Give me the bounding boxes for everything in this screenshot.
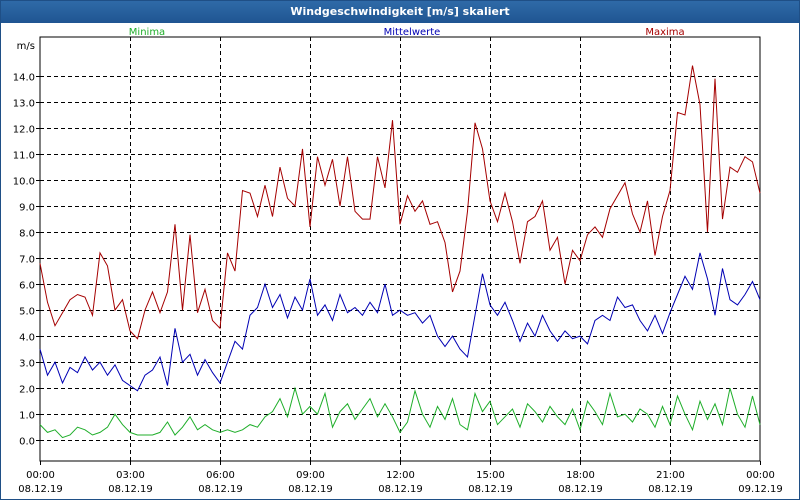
wind-speed-chart: 0.0 1.0 2.0 3.0 4.0 5.0 6.0 7.0 8.0 9.0 10.0 11.0 12… (13, 27, 783, 495)
y-axis-unit: m/s (17, 41, 35, 52)
y-tick-label: 1.0 (19, 411, 35, 422)
x-tick-time: 00:00 (746, 470, 775, 481)
y-tick-label: 6.0 (19, 281, 35, 292)
legend-mean: Mittelwerte (384, 27, 441, 38)
x-tick-time: 09:00 (296, 470, 325, 481)
y-tick-label: 14.0 (13, 73, 35, 84)
y-tick-label: 0.0 (19, 437, 35, 448)
y-tick-label: 12.0 (13, 125, 35, 136)
y-tick-label: 11.0 (13, 151, 35, 162)
series-line-min (39, 386, 761, 439)
window-title: Windgeschwindigkeit [m/s] skaliert (1, 1, 799, 23)
x-tick-time: 21:00 (656, 470, 685, 481)
x-tick-time: 18:00 (566, 470, 595, 481)
y-tick-label: 3.0 (19, 359, 35, 370)
x-tick-date: 08.12.19 (378, 484, 423, 495)
legend-max: Maxima (645, 27, 684, 38)
x-tick-date: 08.12.19 (18, 484, 63, 495)
y-tick-label: 9.0 (19, 203, 35, 214)
x-tick-date: 08.12.19 (288, 484, 333, 495)
x-tick-time: 03:00 (116, 470, 145, 481)
y-tick-label: 8.0 (19, 229, 35, 240)
x-tick-date: 08.12.19 (198, 484, 243, 495)
y-tick-label: 7.0 (19, 255, 35, 266)
y-tick-label: 5.0 (19, 307, 35, 318)
y-tick-label: 2.0 (19, 385, 35, 396)
y-tick-label: 4.0 (19, 333, 35, 344)
y-tick-label: 10.0 (13, 177, 35, 188)
series-line-mean (39, 252, 761, 392)
y-tick-label: 13.0 (13, 99, 35, 110)
x-tick-time: 00:00 (26, 470, 55, 481)
x-tick-time: 15:00 (476, 470, 505, 481)
x-tick-date: 08.12.19 (468, 484, 513, 495)
x-tick-time: 06:00 (206, 470, 235, 481)
x-tick-time: 12:00 (386, 470, 415, 481)
series-line-max (39, 65, 761, 340)
x-tick-date: 08.12.19 (108, 484, 153, 495)
x-tick-date: 08.12.19 (558, 484, 603, 495)
x-tick-date: 09.12.19 (738, 484, 783, 495)
x-tick-date: 08.12.19 (648, 484, 693, 495)
legend-min: Minima (129, 27, 165, 38)
